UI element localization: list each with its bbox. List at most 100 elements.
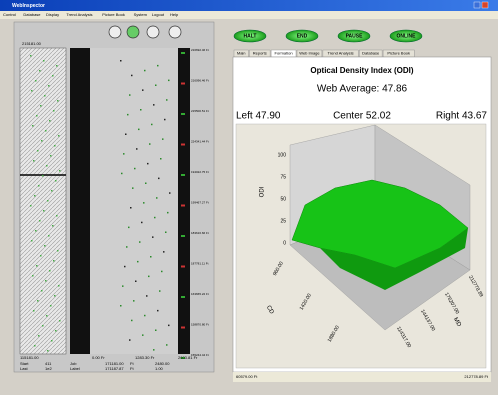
flag-marker [181,82,185,85]
overview-dot [41,290,43,292]
button-label[interactable]: ONLINE [397,33,417,39]
dark-strip [70,48,90,354]
flag-marker [181,235,185,237]
overview-dot [48,235,50,237]
menu-item[interactable]: Help [170,12,179,17]
scale-label: 155244.44 Ft [191,353,209,357]
odi-axis-label: ODI [260,186,266,197]
center-value: Center 52.02 [333,111,391,122]
footer-field: Start [20,361,29,366]
menu-item[interactable]: Logout [152,12,165,17]
overview-dot [43,210,45,212]
overview-dot [33,160,35,162]
footer-field: Ft [130,366,134,371]
control-button[interactable] [337,29,371,43]
defect-dot [148,275,150,278]
defect-dot [131,319,133,322]
tab-label[interactable]: Main [237,51,246,56]
overview-dot [54,295,56,297]
defect-dot [120,60,122,62]
tab-label[interactable]: Reports [253,51,267,56]
tool-icon[interactable] [126,25,140,39]
defect-dot [150,256,152,258]
md-axis-label: MD [452,317,462,329]
web-average: Web Average: 47.86 [317,84,408,95]
defect-dot [138,128,140,131]
overview-dot [49,120,51,122]
defect-dot [155,329,157,331]
defect-dot [169,192,171,194]
defect-dot [120,305,122,307]
defect-dot [159,290,161,292]
overview-dot [35,80,37,82]
tab-label[interactable]: Database [362,51,380,56]
defect-dot [141,221,143,224]
overview-dot [51,190,53,192]
footer-field: Ft [130,361,134,366]
overview-dot [46,165,48,167]
overview-dot [31,90,33,92]
menu-item[interactable]: Display [46,12,59,17]
flag-marker [181,357,185,359]
defect-dot [126,246,128,248]
defect-dot [168,324,170,327]
defect-dot [149,143,151,145]
tab-label[interactable]: Trend Analysis [328,51,354,56]
button-label[interactable]: PAUSE [346,33,364,39]
minimize-button[interactable] [473,1,481,9]
scale-label: 216692.46 Ft [191,48,209,52]
overview-dot [48,85,50,87]
overview-dot [59,320,61,322]
control-button[interactable] [389,29,423,43]
overview-dot [42,325,44,327]
menu-item[interactable]: Database [23,12,41,17]
odi-surface-front [320,228,468,290]
odi-tick-label: 100 [278,152,287,158]
overview-dot [57,250,59,252]
odi-tick-label: 75 [280,174,286,180]
overview-dot [52,225,54,227]
button-label[interactable]: HALT [244,33,257,39]
overview-dot [30,55,32,57]
menu-item[interactable]: System [134,12,148,17]
scale-label: 216096.46 Ft [191,78,209,82]
menu-item[interactable]: Trend Analysis [66,12,92,17]
overview-dot [30,205,32,207]
overview-dot [37,300,39,302]
tab-label[interactable]: Picture Book [387,51,410,56]
overview-dot [56,65,58,67]
window-title: WebInspector [12,3,45,9]
overview-dot [46,315,48,317]
overview-dot [39,70,41,72]
tool-icon[interactable] [168,25,182,39]
control-button[interactable] [233,29,267,43]
overview-dot [47,200,49,202]
tab-label[interactable]: Formation [275,51,293,56]
defect-dot [164,118,166,121]
defect-dot [137,260,139,263]
scale-label: 215500.51 Ft [191,109,209,113]
defect-dot [145,182,147,184]
defect-dot [135,280,137,282]
overview-dot [35,230,37,232]
overview-dot [57,100,59,102]
menu-item[interactable]: Picture Book [102,12,125,17]
bottom-label: 115181.00 [20,355,39,360]
footer-field: 171187.87 [105,366,124,371]
overview-dot [45,130,47,132]
overview-dot [39,220,41,222]
tool-icon[interactable] [146,25,160,39]
tool-icon[interactable] [108,25,122,39]
button-label[interactable]: END [297,33,308,39]
flag-marker [181,143,185,146]
menu-item[interactable]: Control [3,12,16,17]
odi-tick-label: 25 [280,218,286,224]
control-button[interactable] [285,29,319,43]
defect-dot [127,113,129,116]
close-button[interactable] [481,1,489,9]
flag-marker [181,174,185,176]
tab-label[interactable]: Web Image [299,51,320,56]
top-label: 215181.00 [22,41,42,46]
overview-dot [50,305,52,307]
overview-dot [36,115,38,117]
